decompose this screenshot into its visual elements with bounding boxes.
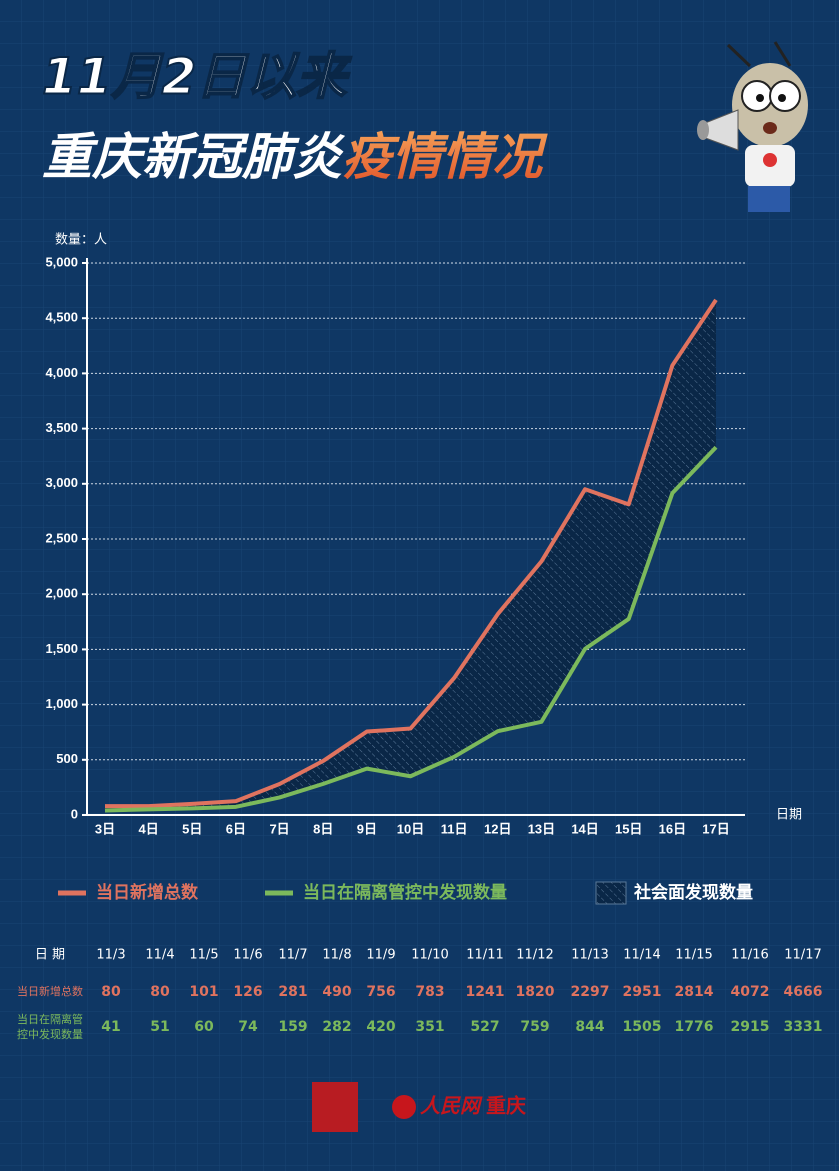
table-value: 282 [322, 1019, 351, 1035]
table-value: 2814 [675, 984, 714, 1000]
table-date: 11/9 [366, 948, 395, 963]
title-part: 重庆新冠肺炎 [42, 128, 346, 186]
table-date: 11/3 [96, 948, 125, 963]
table-row-label-part: 控中发现数量 [17, 1027, 83, 1041]
legend-label: 当日新增总数 [96, 882, 199, 903]
x-tick-label: 9日 [357, 821, 377, 836]
x-tick-label: 17日 [702, 821, 729, 836]
y-tick-label: 4,500 [45, 310, 78, 325]
x-tick-label: 6日 [226, 821, 246, 836]
y-tick-label: 3,500 [45, 420, 78, 435]
line-series [105, 298, 718, 809]
table-date: 11/6 [233, 948, 262, 963]
legend-swatch [595, 881, 627, 905]
table-value: 60 [194, 1019, 214, 1035]
x-tick-label: 3日 [95, 821, 115, 836]
table-value: 41 [101, 1019, 120, 1035]
y-tick-label: 2,000 [45, 586, 78, 601]
table-date: 11/13 [571, 948, 608, 963]
table-value: 1241 [466, 984, 505, 1000]
x-tick-label: 13日 [528, 821, 555, 836]
y-tick-label: 1,000 [45, 696, 78, 711]
table-header: 日 期 [35, 948, 65, 963]
table-value: 2915 [731, 1019, 770, 1035]
table-value: 759 [520, 1019, 549, 1035]
table-value: 4666 [784, 984, 823, 1000]
mascot [697, 41, 808, 212]
title-highlight: 疫情情况 [342, 128, 548, 186]
x-tick-label: 11日 [441, 821, 468, 836]
legend: 当日新增总数 当日在隔离管控中发现数量 社会面发现数量 [58, 881, 753, 905]
table-date: 11/4 [145, 948, 174, 963]
table-date: 11/12 [516, 948, 553, 963]
table-date: 11/17 [784, 948, 821, 963]
table-row-label-part: 当日在隔离管 [17, 1012, 83, 1026]
x-tick-label: 5日 [182, 821, 202, 836]
footer: 人民网 重庆 [312, 1082, 526, 1132]
table-value: 756 [366, 984, 395, 1000]
table-date: 11/5 [189, 948, 218, 963]
table-value: 126 [233, 984, 262, 1000]
x-tick-label: 7日 [269, 821, 289, 836]
y-tick-label: 500 [56, 751, 78, 766]
legend-label: 社会面发现数量 [633, 882, 753, 903]
y-tick-label: 2,500 [45, 530, 78, 545]
table-value: 101 [189, 984, 218, 1000]
y-tick-label: 5,000 [45, 254, 78, 269]
table-date: 11/10 [411, 948, 448, 963]
table-row-label: 当日在隔离管控中发现数量 [17, 1012, 83, 1041]
table-value: 783 [415, 984, 444, 1000]
y-tick-label: 1,500 [45, 641, 78, 656]
table-date: 11/8 [322, 948, 351, 963]
table-value: 51 [150, 1019, 169, 1035]
x-tick-label: 15日 [615, 821, 642, 836]
table-value: 3331 [784, 1019, 823, 1035]
table-value: 74 [238, 1019, 258, 1035]
table-value: 844 [575, 1019, 604, 1035]
table-value: 281 [278, 984, 307, 1000]
legend-label: 当日在隔离管控中发现数量 [303, 882, 507, 903]
table-value: 490 [322, 984, 351, 1000]
logo [392, 1095, 416, 1119]
table-value: 4072 [731, 984, 770, 1000]
table-value: 80 [150, 984, 170, 1000]
table-row-label: 当日新增总数 [17, 984, 83, 998]
x-axis-title: 日期 [776, 808, 802, 823]
y-tick-label: 4,000 [45, 365, 78, 380]
table-date: 11/14 [623, 948, 660, 963]
table-value: 351 [415, 1019, 444, 1035]
table-value: 527 [470, 1019, 499, 1035]
table-value: 2951 [623, 984, 662, 1000]
x-tick-label: 16日 [659, 821, 686, 836]
line-series [104, 445, 718, 813]
table-value: 420 [366, 1019, 395, 1035]
table-value: 2297 [571, 984, 610, 1000]
table-date: 11/7 [278, 948, 307, 963]
y-tick-label: 0 [71, 806, 78, 821]
x-tick-label: 12日 [484, 821, 511, 836]
table-date: 11/16 [731, 948, 768, 963]
table-date: 11/11 [466, 948, 503, 963]
y-tick-label: 3,000 [45, 475, 78, 490]
footer-city: 重庆 [486, 1094, 526, 1118]
footer-brand: 人民网 [420, 1094, 483, 1118]
x-tick-label: 10日 [397, 821, 424, 836]
x-tick-label: 4日 [139, 821, 159, 836]
table-value: 1776 [675, 1019, 714, 1035]
table-value: 80 [101, 984, 121, 1000]
table-value: 1820 [516, 984, 555, 1000]
y-axis-title: 数量：人 [55, 233, 107, 248]
table-date: 11/15 [675, 948, 712, 963]
title-line2: 重庆新冠肺炎疫情情况 [42, 128, 548, 186]
table-value: 1505 [623, 1019, 662, 1035]
table-value: 159 [278, 1019, 307, 1035]
title-line1: 11月2日以来 [42, 48, 352, 106]
x-tick-label: 14日 [571, 821, 598, 836]
logo [312, 1082, 358, 1132]
x-tick-label: 8日 [313, 821, 333, 836]
